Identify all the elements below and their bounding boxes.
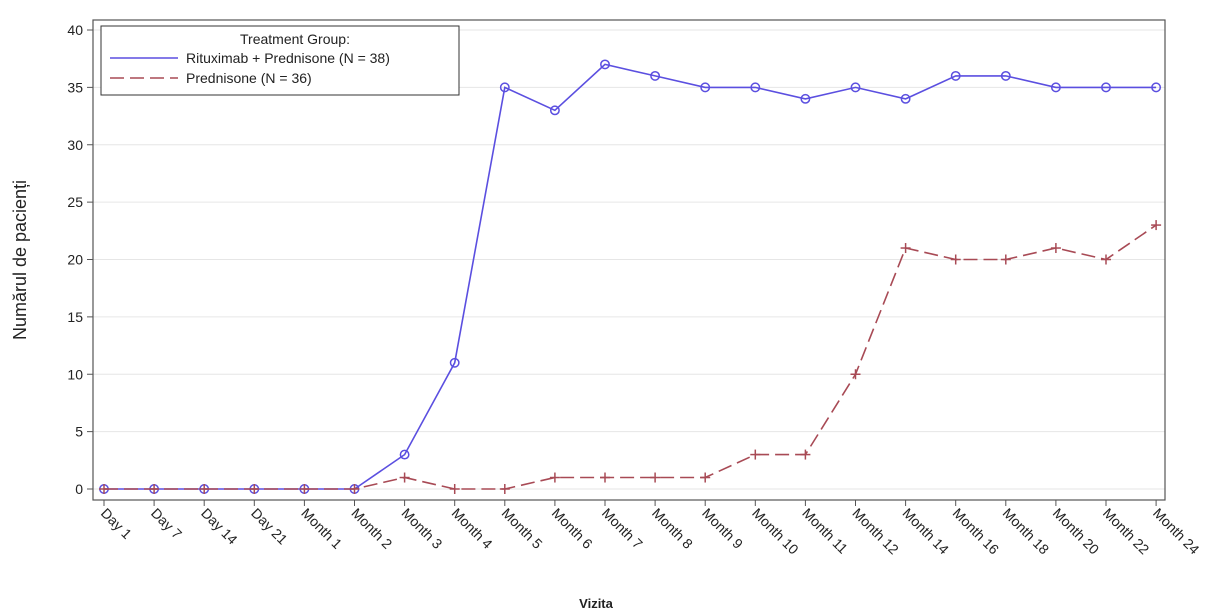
x-tick-label: Month 22 bbox=[1100, 505, 1153, 558]
x-tick-label: Month 20 bbox=[1050, 505, 1103, 558]
series-line-1 bbox=[104, 224, 1157, 490]
x-tick-label: Day 14 bbox=[198, 505, 241, 548]
data-point bbox=[399, 449, 410, 460]
data-point bbox=[1151, 220, 1162, 231]
data-point bbox=[399, 472, 410, 483]
x-tick-label: Month 1 bbox=[298, 505, 345, 552]
data-point bbox=[449, 357, 460, 368]
data-point bbox=[1050, 243, 1061, 254]
data-point bbox=[750, 449, 761, 460]
data-point bbox=[650, 70, 661, 81]
gridlines bbox=[93, 29, 1165, 490]
data-point bbox=[850, 369, 861, 380]
x-tick-label: Month 7 bbox=[599, 505, 646, 552]
data-point bbox=[850, 82, 861, 93]
y-tick-label: 0 bbox=[75, 481, 83, 497]
data-point bbox=[199, 484, 210, 494]
data-point bbox=[149, 484, 160, 494]
x-tick-label: Day 1 bbox=[98, 505, 135, 542]
y-tick-label: 15 bbox=[67, 309, 83, 325]
x-tick-label: Day 21 bbox=[248, 505, 291, 548]
x-axis-ticks: Day 1 Day 7 Day 14 Day 21 Month 1 Month 2 Mont… bbox=[98, 500, 1203, 558]
x-tick-label: Month 11 bbox=[799, 505, 851, 557]
data-point bbox=[299, 484, 310, 494]
y-tick-label: 35 bbox=[67, 79, 83, 95]
data-point bbox=[750, 82, 761, 93]
data-point bbox=[950, 70, 961, 81]
data-point bbox=[800, 93, 811, 104]
data-point bbox=[249, 484, 260, 494]
x-tick-label: Month 2 bbox=[348, 505, 395, 552]
y-tick-label: 5 bbox=[75, 424, 83, 440]
legend-title: Treatment Group: bbox=[240, 31, 350, 47]
legend-box bbox=[100, 25, 460, 96]
x-tick-label: Day 7 bbox=[148, 505, 185, 542]
x-axis-label: Vizita bbox=[579, 596, 613, 611]
legend-label-prednisone: Prednisone (N = 36) bbox=[186, 70, 312, 86]
data-point bbox=[1050, 82, 1061, 93]
data-point bbox=[499, 484, 510, 494]
data-point bbox=[1000, 254, 1011, 265]
x-tick-label: Month 4 bbox=[449, 505, 496, 552]
x-tick-label: Month 10 bbox=[749, 505, 802, 558]
data-point bbox=[800, 449, 811, 460]
data-point bbox=[549, 105, 560, 116]
data-point bbox=[499, 82, 510, 93]
x-tick-label: Month 18 bbox=[1000, 505, 1053, 558]
x-tick-label: Month 12 bbox=[849, 505, 902, 558]
x-tick-label: Month 5 bbox=[499, 505, 546, 552]
x-tick-label: Month 3 bbox=[398, 505, 445, 552]
series-lines bbox=[99, 59, 1162, 494]
data-point bbox=[349, 484, 360, 494]
data-point bbox=[99, 484, 109, 494]
x-tick-label: Month 14 bbox=[899, 505, 952, 558]
x-tick-label: Month 8 bbox=[649, 505, 696, 552]
data-point bbox=[549, 472, 560, 483]
data-point bbox=[1101, 254, 1111, 265]
data-point bbox=[700, 82, 711, 93]
data-point bbox=[900, 93, 911, 104]
y-axis-label: Numărul de pacienți bbox=[10, 180, 30, 340]
y-tick-label: 20 bbox=[67, 252, 83, 268]
plot-frame bbox=[92, 19, 1166, 501]
series-line-0 bbox=[104, 63, 1157, 490]
y-tick-label: 10 bbox=[67, 366, 83, 382]
y-tick-label: 40 bbox=[67, 22, 83, 38]
y-tick-label: 25 bbox=[67, 194, 83, 210]
x-tick-label: Month 9 bbox=[699, 505, 746, 552]
data-point bbox=[449, 484, 460, 494]
legend-label-rituximab-prednisone: Rituximab + Prednisone (N = 38) bbox=[186, 50, 390, 66]
y-axis-ticks: 0 5 10 15 20 25 30 35 40 bbox=[67, 22, 93, 497]
data-point bbox=[1000, 70, 1011, 81]
data-point bbox=[950, 254, 961, 265]
data-point bbox=[600, 59, 610, 70]
data-point bbox=[1101, 82, 1111, 93]
data-point bbox=[650, 472, 661, 483]
data-point bbox=[600, 472, 610, 483]
y-tick-label: 30 bbox=[67, 137, 83, 153]
data-point bbox=[700, 472, 711, 483]
x-tick-label: Month 16 bbox=[950, 505, 1003, 558]
legend: Treatment Group: Rituximab + Prednisone … bbox=[100, 25, 460, 96]
x-tick-label: Month 6 bbox=[549, 505, 596, 552]
data-point bbox=[1151, 82, 1162, 93]
data-point bbox=[900, 243, 911, 254]
x-tick-label: Month 24 bbox=[1150, 505, 1203, 558]
